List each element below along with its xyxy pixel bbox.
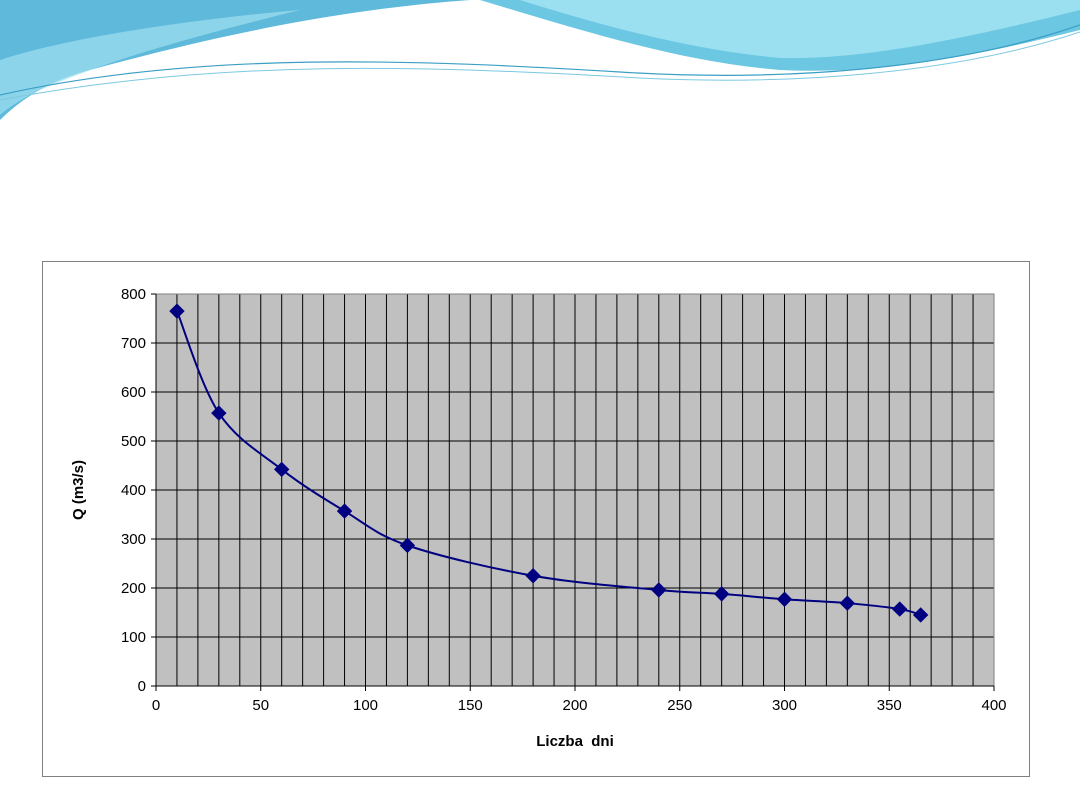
wave-shape-right-light (520, 0, 1080, 59)
x-tick-label: 200 (562, 697, 587, 714)
axes (151, 293, 995, 691)
wave-line-1 (0, 24, 1080, 96)
grid-lines (156, 294, 994, 686)
y-axis-tick-labels: 0 100 200 300 400 500 600 700 800 (121, 286, 146, 695)
y-tick-label: 300 (121, 531, 146, 548)
header-wave-decoration (0, 0, 1080, 120)
data-point-marker (651, 582, 667, 598)
x-tick-label: 50 (252, 697, 269, 714)
x-axis-tick-labels: 0 50 100 150 200 250 300 350 400 (152, 697, 1007, 714)
chart-frame: 0 50 100 150 200 250 300 350 400 0 100 200 300 400 50… (42, 261, 1030, 777)
series-markers (169, 303, 929, 623)
data-point-marker (892, 601, 908, 617)
y-tick-label: 200 (121, 580, 146, 597)
y-tick-label: 600 (121, 384, 146, 401)
data-point-marker (839, 595, 856, 611)
data-point-marker (211, 405, 227, 421)
wave-line-2 (0, 31, 1080, 101)
data-point-marker (273, 461, 290, 478)
chart: 0 50 100 150 200 250 300 350 400 0 100 200 300 400 50… (70, 286, 1007, 750)
x-tick-label: 0 (152, 697, 160, 714)
data-point-marker (525, 568, 541, 584)
y-tick-label: 400 (121, 482, 146, 499)
y-tick-label: 500 (121, 433, 146, 450)
data-point-marker (776, 591, 793, 607)
x-tick-label: 150 (458, 697, 483, 714)
x-tick-label: 300 (772, 697, 797, 714)
y-axis-title: Q (m3/s) (70, 460, 87, 520)
x-tick-label: 100 (353, 697, 378, 714)
y-tick-label: 0 (138, 678, 146, 695)
wave-shape-left (0, 0, 470, 120)
data-point-marker (713, 586, 730, 602)
data-point-marker (912, 607, 929, 623)
wave-shape-left-light (0, 10, 300, 115)
x-tick-label: 250 (667, 697, 692, 714)
data-point-marker (169, 303, 185, 319)
y-tick-label: 700 (121, 335, 146, 352)
x-axis-title: Liczba dni (536, 733, 614, 750)
data-point-marker (336, 503, 353, 519)
y-tick-label: 100 (121, 629, 146, 646)
x-tick-label: 400 (981, 697, 1006, 714)
y-tick-label: 800 (121, 286, 146, 303)
x-tick-label: 350 (877, 697, 902, 714)
data-point-marker (399, 537, 416, 554)
